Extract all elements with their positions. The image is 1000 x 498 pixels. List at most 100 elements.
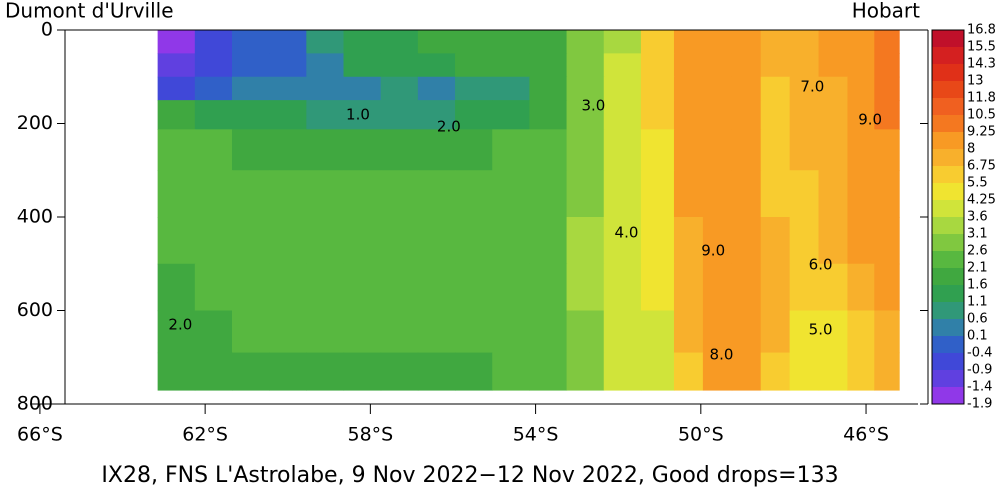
heat-cell	[306, 170, 345, 218]
heat-cell	[818, 310, 849, 354]
heat-cell	[455, 217, 493, 265]
heat-cell	[702, 170, 733, 218]
heat-cell	[731, 100, 762, 130]
heat-cell	[306, 310, 345, 354]
heat-cell	[731, 217, 762, 265]
heat-cell	[231, 352, 270, 391]
station-right: Hobart	[852, 0, 920, 23]
heat-cell	[702, 129, 733, 171]
heat-cell	[789, 217, 820, 265]
heat-cell	[194, 170, 233, 218]
heat-cell	[640, 76, 675, 101]
heat-cell	[603, 76, 642, 101]
heat-cell	[492, 53, 530, 78]
colorbar-band	[932, 234, 964, 252]
heat-cell	[231, 53, 270, 78]
heat-cell	[231, 100, 270, 130]
heat-cell	[455, 129, 493, 171]
heat-cell	[417, 30, 456, 54]
heat-cell	[818, 263, 849, 312]
heat-cell	[529, 170, 568, 218]
colorbar-band	[932, 251, 964, 269]
colorbar-band	[932, 217, 964, 235]
heat-cell	[640, 352, 675, 391]
heat-cell	[566, 217, 605, 265]
heat-cell	[789, 263, 820, 312]
heat-cell	[847, 129, 875, 171]
contour-label: 1.0	[346, 106, 370, 124]
heatmap: 1.0 2.0 3.0 4.0 9.0 7.0 9.0 6.0 5.0 8.0 2.0	[157, 30, 900, 391]
footer: IX28, FNS L'Astrolabe, 9 Nov 2022−12 Nov…	[101, 463, 838, 488]
heat-cell	[603, 352, 642, 391]
colorbar-band	[932, 64, 964, 82]
heat-cell	[566, 263, 605, 312]
colorbar-band	[932, 166, 964, 184]
y-tick-label: 400	[17, 206, 53, 228]
heat-cell	[760, 30, 791, 54]
heat-cell	[157, 129, 196, 171]
colorbar-band	[932, 387, 964, 405]
colorbar-band	[932, 285, 964, 303]
heat-cell	[269, 263, 307, 312]
heat-cell	[702, 53, 733, 78]
heat-cell	[603, 170, 642, 218]
contour-label: 4.0	[615, 223, 639, 241]
colorbar-band	[932, 81, 964, 99]
heat-cell	[492, 217, 530, 265]
x-tick-label: 62°S	[182, 424, 228, 446]
heat-cell	[343, 30, 382, 54]
heat-cell	[269, 30, 307, 54]
heat-cell	[847, 53, 875, 78]
heat-cell	[157, 263, 196, 312]
contour-label: 9.0	[701, 242, 725, 260]
heat-cell	[603, 310, 642, 354]
heat-cell	[269, 217, 307, 265]
heat-cell	[760, 263, 791, 312]
y-tick-label: 200	[17, 112, 53, 134]
colorbar-label: 4.25	[967, 193, 996, 208]
heat-cell	[417, 129, 456, 171]
heat-cell	[455, 30, 493, 54]
heat-cell	[640, 30, 675, 54]
colorbar-label: 1.1	[967, 295, 988, 310]
heat-cell	[566, 310, 605, 354]
x-tick-label: 54°S	[513, 424, 559, 446]
heat-cell	[847, 30, 875, 54]
heat-cell	[380, 217, 419, 265]
heat-cell	[492, 129, 530, 171]
heat-cell	[380, 170, 419, 218]
heat-cell	[529, 76, 568, 101]
heat-cell	[760, 76, 791, 101]
heat-cell	[673, 129, 704, 171]
y-tick-label: 600	[17, 299, 53, 321]
heat-cell	[343, 217, 382, 265]
heat-cell	[847, 217, 875, 265]
colorbar-band	[932, 319, 964, 337]
heat-cell	[731, 352, 762, 391]
y-tick-label: 0	[41, 19, 53, 41]
contour-label: 2.0	[168, 315, 192, 333]
heat-cell	[157, 217, 196, 265]
heat-cell	[529, 310, 568, 354]
heat-cell	[603, 100, 642, 130]
heat-cell	[343, 129, 382, 171]
heat-cell	[343, 53, 382, 78]
heat-cell	[566, 53, 605, 78]
heat-cell	[380, 53, 419, 78]
x-tick-label: 50°S	[678, 424, 724, 446]
heat-cell	[417, 100, 456, 130]
x-tick-label: 58°S	[347, 424, 393, 446]
heat-cell	[673, 217, 704, 265]
heat-cell	[566, 170, 605, 218]
heat-cell	[789, 100, 820, 130]
heat-cell	[731, 310, 762, 354]
heat-cell	[157, 76, 196, 101]
heat-cell	[343, 310, 382, 354]
heat-cell	[603, 263, 642, 312]
heat-cell	[818, 217, 849, 265]
contour-label: 2.0	[437, 117, 461, 135]
heat-cell	[529, 53, 568, 78]
heat-cell	[380, 30, 419, 54]
heat-cell	[673, 76, 704, 101]
